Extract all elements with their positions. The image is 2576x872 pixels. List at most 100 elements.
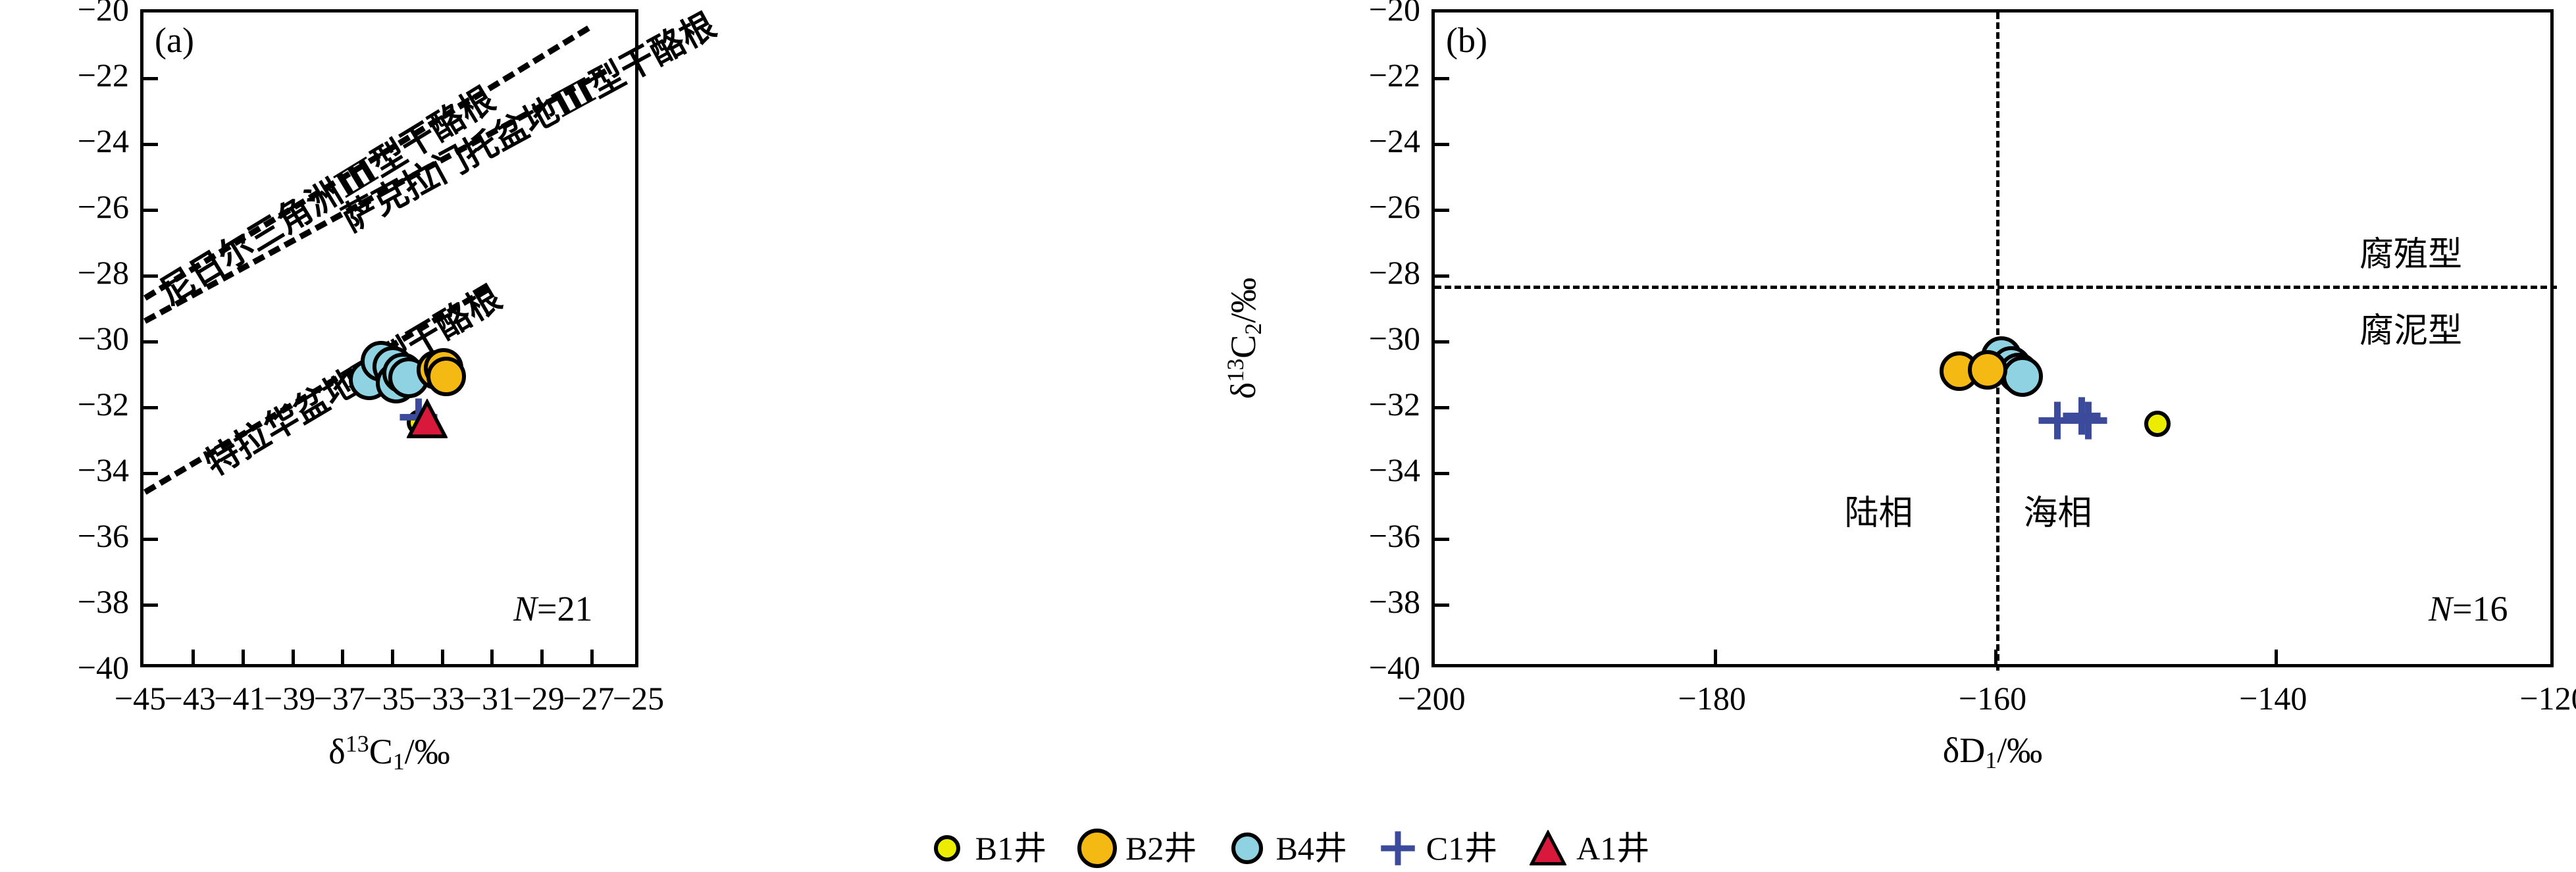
- y-tick-label: −26: [1368, 188, 1420, 225]
- x-tick: [291, 650, 295, 664]
- legend-label: A1井: [1576, 830, 1650, 867]
- y-tick: [1435, 537, 1449, 541]
- x-tick: [590, 650, 594, 664]
- y-tick-label: −28: [77, 254, 129, 291]
- sample-count-label: N=16: [2429, 589, 2508, 628]
- legend-marker: [1231, 833, 1264, 864]
- y-tick: [143, 340, 158, 344]
- data-point-b2: [1967, 349, 2007, 390]
- x-tick-label: −35: [363, 680, 415, 717]
- legend-marker: [1077, 829, 1118, 868]
- y-tick-label: −24: [1368, 122, 1420, 159]
- x-tick: [391, 650, 394, 664]
- y-tick-label: −30: [77, 320, 129, 357]
- legend-label: C1井: [1426, 830, 1498, 867]
- x-tick-label: −140: [2239, 680, 2307, 717]
- x-tick-label: −33: [413, 680, 465, 717]
- x-tick-label: −29: [513, 680, 565, 717]
- legend-marker: [933, 835, 960, 861]
- data-point-b4: [2001, 355, 2043, 397]
- x-tick-label: −43: [164, 680, 216, 717]
- y-tick-label: −32: [1368, 386, 1420, 423]
- x-tick-label: −37: [313, 680, 365, 717]
- x-tick-label: −120: [2519, 680, 2576, 717]
- x-tick: [192, 650, 195, 664]
- y-tick-label: −34: [77, 451, 129, 488]
- x-axis-title: δD1/‰: [1942, 731, 2043, 773]
- y-tick: [143, 76, 158, 80]
- y-tick-label: −34: [1368, 451, 1420, 488]
- y-tick: [143, 274, 158, 278]
- legend-symbol-large-orange-circle: [1077, 828, 1118, 869]
- y-tick-label: −20: [77, 0, 129, 28]
- trend-label-2: 萨克拉门托盆地Ⅲ型干酪根: [336, 7, 723, 240]
- legend-symbol-blue-plus: [1378, 828, 1418, 869]
- legend-item-C1: C1井: [1378, 828, 1497, 869]
- y-tick-label: −22: [77, 57, 129, 93]
- y-tick-label: −30: [1368, 320, 1420, 357]
- y-tick-label: −38: [1368, 583, 1420, 620]
- y-axis-title: δ13C2/‰: [1222, 277, 1266, 399]
- y-tick-label: −40: [77, 649, 129, 686]
- y-tick-label: −36: [1368, 517, 1420, 554]
- y-tick: [1435, 603, 1449, 607]
- data-point-a1: [407, 398, 448, 440]
- x-tick: [241, 650, 245, 664]
- data-point-c1: [2061, 396, 2102, 436]
- legend-label: B1井: [975, 830, 1047, 867]
- y-tick: [1435, 471, 1449, 475]
- facies-continental-label: 陆相: [1844, 495, 1913, 532]
- y-tick: [143, 142, 158, 146]
- y-tick: [1435, 76, 1449, 80]
- legend-item-B1: B1井: [927, 828, 1046, 869]
- x-axis-title: δ13C1/‰: [328, 731, 450, 775]
- data-point-c1: [2068, 400, 2109, 441]
- y-tick-label: −26: [77, 188, 129, 225]
- panel-label: (b): [1446, 20, 1487, 60]
- y-tick: [1435, 405, 1449, 409]
- x-tick-label: −180: [1678, 680, 1746, 717]
- facies-marine-label: 海相: [2023, 495, 2092, 532]
- y-tick: [143, 537, 158, 541]
- legend-item-A1: A1井: [1528, 828, 1649, 869]
- legend-symbol-small-yellow-circle: [927, 828, 967, 869]
- legend-symbol-blue-circle: [1227, 828, 1268, 869]
- y-tick-label: −22: [1368, 57, 1420, 93]
- legend-label: B4井: [1275, 830, 1347, 867]
- data-point-b1: [2144, 411, 2171, 437]
- legend-symbol-red-triangle: [1528, 828, 1568, 869]
- y-tick-label: −28: [1368, 254, 1420, 291]
- y-tick: [143, 471, 158, 475]
- y-tick-label: −40: [1368, 649, 1420, 686]
- y-tick: [1435, 208, 1449, 212]
- plot-area-b: 腐殖型腐泥型陆相 海相: [1431, 9, 2557, 671]
- y-tick-label: −32: [77, 386, 129, 423]
- legend: B1井 B2井 B4井 C1井 A1井: [0, 828, 2576, 869]
- y-tick: [1435, 340, 1449, 344]
- kerogen-type-humic-label: 腐殖型: [2359, 236, 2463, 274]
- panel-label: (a): [155, 20, 194, 60]
- sample-count-label: N=21: [513, 589, 593, 628]
- x-tick: [490, 650, 494, 664]
- x-tick-label: −200: [1397, 680, 1466, 717]
- y-tick-label: −38: [77, 583, 129, 620]
- x-tick: [341, 650, 345, 664]
- y-tick: [143, 603, 158, 607]
- legend-item-B4: B4井: [1227, 828, 1347, 869]
- x-tick-label: −45: [114, 680, 167, 717]
- x-tick: [540, 650, 544, 664]
- y-tick: [143, 208, 158, 212]
- data-point-c1: [2037, 400, 2078, 441]
- data-point-b2: [426, 356, 466, 396]
- kerogen-type-sapropelic-label: 腐泥型: [2359, 313, 2463, 350]
- x-tick-label: −25: [612, 680, 665, 717]
- x-tick: [2275, 650, 2279, 664]
- y-tick: [1435, 274, 1449, 278]
- y-tick-label: −36: [77, 517, 129, 554]
- x-tick-label: −27: [563, 680, 615, 717]
- y-tick-label: −24: [77, 122, 129, 159]
- x-tick-label: −31: [463, 680, 515, 717]
- x-tick: [440, 650, 444, 664]
- y-tick-label: −20: [1368, 0, 1420, 28]
